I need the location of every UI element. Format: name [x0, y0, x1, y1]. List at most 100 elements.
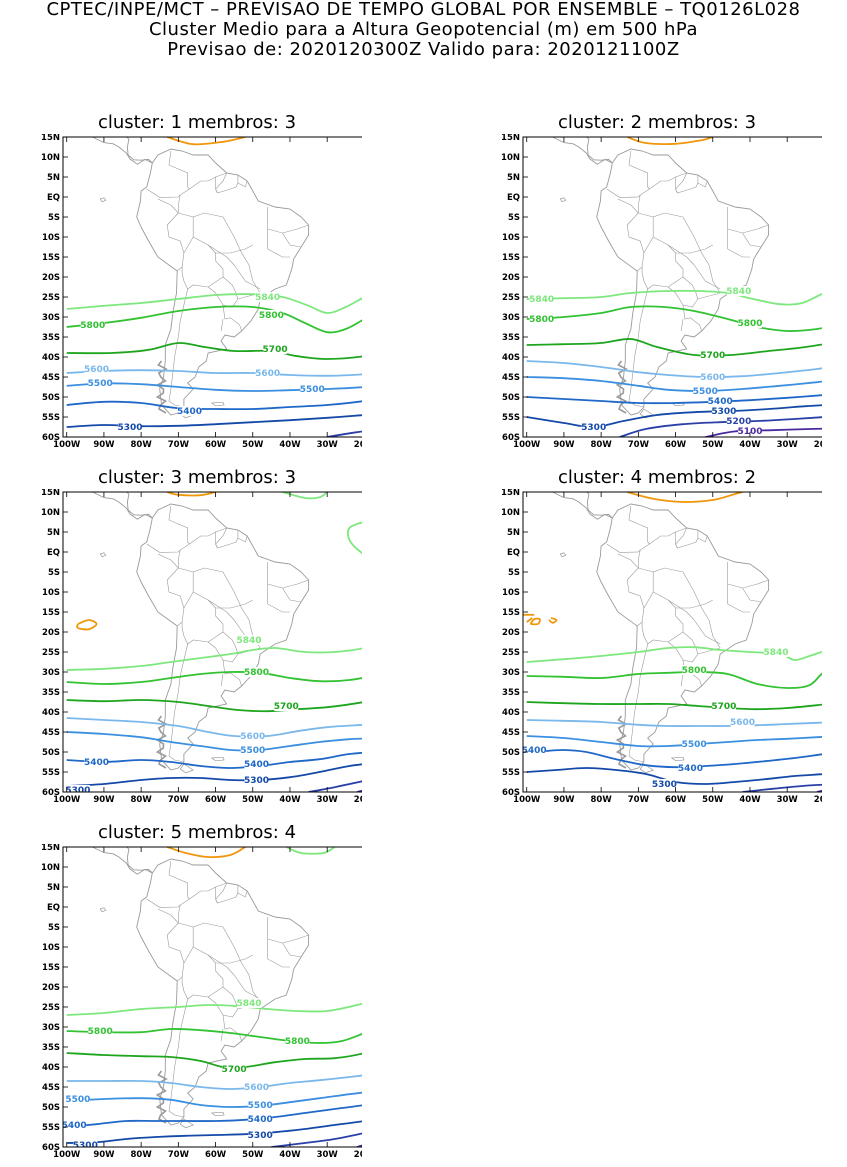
- contour-label-5500: 5500: [88, 379, 113, 389]
- lon-tick-label: 40W: [739, 795, 761, 805]
- lon-tick-label: 70W: [168, 1150, 190, 1160]
- contour-line-5600: [66, 369, 362, 377]
- lat-tick-label: EQ: [47, 903, 60, 913]
- country-border: [652, 567, 721, 649]
- map-frame: [62, 491, 362, 793]
- lat-tick-label: EQ: [507, 193, 520, 203]
- lat-tick-label: 35S: [42, 688, 60, 698]
- contour-label-5500: 5500: [240, 746, 265, 756]
- lat-tick-label: 55S: [502, 768, 520, 778]
- contour-label-5800: 5800: [682, 666, 707, 676]
- lat-tick-label: 50S: [502, 393, 520, 403]
- central-america-coastline: [125, 847, 153, 874]
- contour-line-5880: [626, 492, 743, 503]
- island-outline: [559, 552, 567, 558]
- contour-label-background: [255, 368, 280, 378]
- lon-tick-label: 20W: [814, 440, 822, 450]
- contour-line-5800: [526, 671, 822, 689]
- contour-label-5700: 5700: [274, 702, 299, 712]
- country-border: [675, 177, 678, 194]
- country-border: [215, 954, 253, 964]
- lon-tick-label: 30W: [317, 795, 339, 805]
- contour-label-background: [80, 320, 105, 330]
- contour-line-5880: [166, 492, 216, 497]
- lon-tick-label: 30W: [317, 1150, 339, 1160]
- country-border: [727, 579, 769, 589]
- lon-tick-label: 100W: [53, 795, 81, 805]
- country-border: [168, 860, 190, 900]
- lat-tick-label: 20S: [502, 628, 520, 638]
- lon-tick-label: 50W: [702, 440, 724, 450]
- lat-tick-label: EQ: [47, 193, 60, 203]
- lat-tick-label: 15S: [42, 963, 60, 973]
- contour-line-5500: [526, 376, 822, 392]
- lon-tick-label: 30W: [777, 440, 799, 450]
- country-border: [628, 643, 648, 763]
- lat-tick-label: 10S: [42, 588, 60, 598]
- lat-tick-label: 10S: [502, 233, 520, 243]
- country-border: [742, 232, 762, 248]
- lon-tick-label: 40W: [739, 440, 761, 450]
- country-border: [667, 599, 695, 621]
- contour-line-5300: [66, 1120, 362, 1144]
- lon-tick-label: 40W: [279, 1150, 301, 1160]
- contour-label-5600: 5600: [240, 732, 265, 742]
- island-outline: [670, 756, 685, 762]
- island-outline: [179, 1118, 194, 1129]
- contour-label-5700: 5700: [711, 702, 736, 712]
- contour-label-background: [529, 314, 554, 324]
- contour-label-background: [244, 1082, 269, 1092]
- lat-tick-label: 20S: [42, 273, 60, 283]
- lat-tick-label: 15N: [41, 489, 60, 498]
- country-border: [282, 942, 302, 958]
- south-america-coastline: [136, 858, 310, 1126]
- contour-label-5400: 5400: [708, 397, 733, 407]
- lat-tick-label: 25S: [42, 648, 60, 658]
- contour-label-background: [88, 378, 113, 388]
- lat-tick-label: 5N: [507, 173, 520, 183]
- lat-tick-label: 30S: [42, 1023, 60, 1033]
- lat-tick-label: 5N: [507, 528, 520, 538]
- contour-label-background: [581, 422, 606, 432]
- country-border: [168, 643, 188, 763]
- lon-tick-label: 50W: [242, 440, 264, 450]
- country-border: [667, 244, 695, 266]
- cluster-panel-3: cluster: 3 membros: 3 5840 5800 5700 5600 55…: [32, 467, 362, 812]
- map-frame: [62, 136, 362, 438]
- lat-tick-label: 40S: [502, 708, 520, 718]
- island-outline: [210, 401, 225, 407]
- contour-line-5500: [526, 735, 822, 748]
- contour-label-5840: 5840: [726, 287, 751, 297]
- lat-tick-label: 15N: [501, 489, 520, 498]
- lat-tick-label: 10N: [41, 153, 60, 163]
- country-border: [267, 224, 309, 234]
- contour-label-5800: 5800: [737, 319, 762, 329]
- country-border: [237, 890, 248, 898]
- contour-line-5700: [66, 342, 362, 360]
- lon-tick-label: 30W: [777, 795, 799, 805]
- lat-tick-label: 50S: [42, 748, 60, 758]
- lon-tick-label: 100W: [53, 440, 81, 450]
- lat-tick-label: 10N: [501, 153, 520, 163]
- contour-label-5700: 5700: [222, 1065, 247, 1075]
- lat-tick-label: 35S: [42, 333, 60, 343]
- south-america-coastline: [596, 148, 770, 416]
- lat-tick-label: 10S: [42, 943, 60, 953]
- central-america-coastline: [551, 492, 613, 520]
- contour-label-background: [708, 396, 733, 406]
- lat-tick-label: 5N: [47, 528, 60, 538]
- contour-map-svg: 5840 5800 5700 5600 5500 5400 5400 5300 5300 15N 1…: [41, 489, 362, 805]
- country-border: [215, 887, 218, 904]
- contour-line-5600: [526, 360, 822, 378]
- lat-tick-label: 40S: [42, 1063, 60, 1073]
- country-border: [166, 172, 227, 272]
- lat-tick-label: 40S: [502, 353, 520, 363]
- central-america-coastline: [91, 492, 153, 520]
- contour-line-5880: [76, 619, 98, 631]
- contour-label-background: [274, 701, 299, 711]
- lat-tick-label: 5S: [508, 568, 520, 578]
- lon-tick-label: 80W: [131, 1150, 153, 1160]
- country-border: [727, 207, 750, 258]
- contour-label-background: [529, 294, 554, 304]
- contour-line-5300: [66, 763, 362, 787]
